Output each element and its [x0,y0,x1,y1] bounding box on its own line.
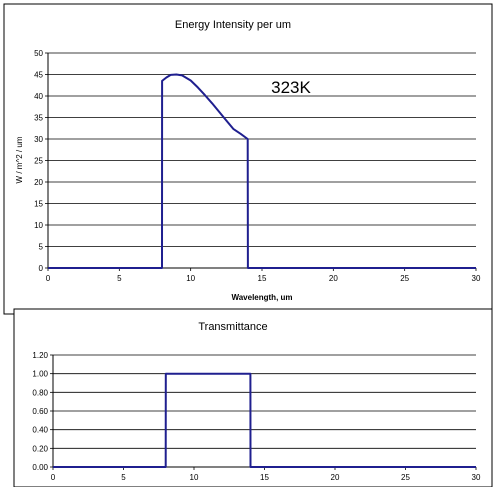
y-tick-label: 1.00 [32,370,48,379]
x-tick-label: 15 [258,274,267,283]
y-tick-label: 10 [34,221,43,230]
y-tick-label: 40 [34,92,43,101]
x-tick-label: 20 [331,473,340,482]
x-tick-label: 20 [329,274,338,283]
y-tick-label: 5 [39,243,44,252]
chart-1: Energy Intensity per um 0 5 10 15 20 25 30 35 40 4… [3,3,493,315]
x-tick-label: 0 [51,473,56,482]
x-tick-label: 10 [190,473,199,482]
y-tick-label: 35 [34,114,43,123]
y-tick-label: 0.00 [32,463,48,472]
y-tick-label: 50 [34,49,43,58]
x-tick-label: 15 [260,473,269,482]
y-tick-label: 0.40 [32,426,48,435]
x-tick-label: 10 [186,274,195,283]
chart-2: Transmittance 0.00 0.20 0.40 0.60 0.80 1.00 1.2… [13,308,493,487]
series-line [48,73,476,269]
y-tick-label: 1.20 [32,351,48,360]
temperature-annotation: 323K [271,78,311,97]
x-tick-label: 25 [400,274,409,283]
x-tick-label: 30 [472,274,481,283]
y-tick-label: 0.60 [32,407,48,416]
y-tick-label: 0.20 [32,444,48,453]
x-tick-label: 5 [121,473,126,482]
x-tick-label: 25 [401,473,410,482]
x-tick-label: 0 [46,274,51,283]
y-tick-label: 15 [34,200,43,209]
y-axis-label: W / m^2 / um [15,136,24,183]
y-tick-label: 30 [34,135,43,144]
y-tick-label: 45 [34,71,43,80]
y-tick-label: 20 [34,178,43,187]
y-tick-label: 0.80 [32,388,48,397]
y-tick-label: 25 [34,157,43,166]
chart-title: Energy Intensity per um [175,19,291,31]
chart-area-border [13,308,493,487]
x-axis-label: Wavelength, um [231,293,292,302]
x-tick-label: 5 [117,274,122,283]
y-tick-label: 0 [39,264,44,273]
x-tick-label: 30 [472,473,481,482]
chart-title: Transmittance [198,321,267,333]
series-line [53,372,476,468]
